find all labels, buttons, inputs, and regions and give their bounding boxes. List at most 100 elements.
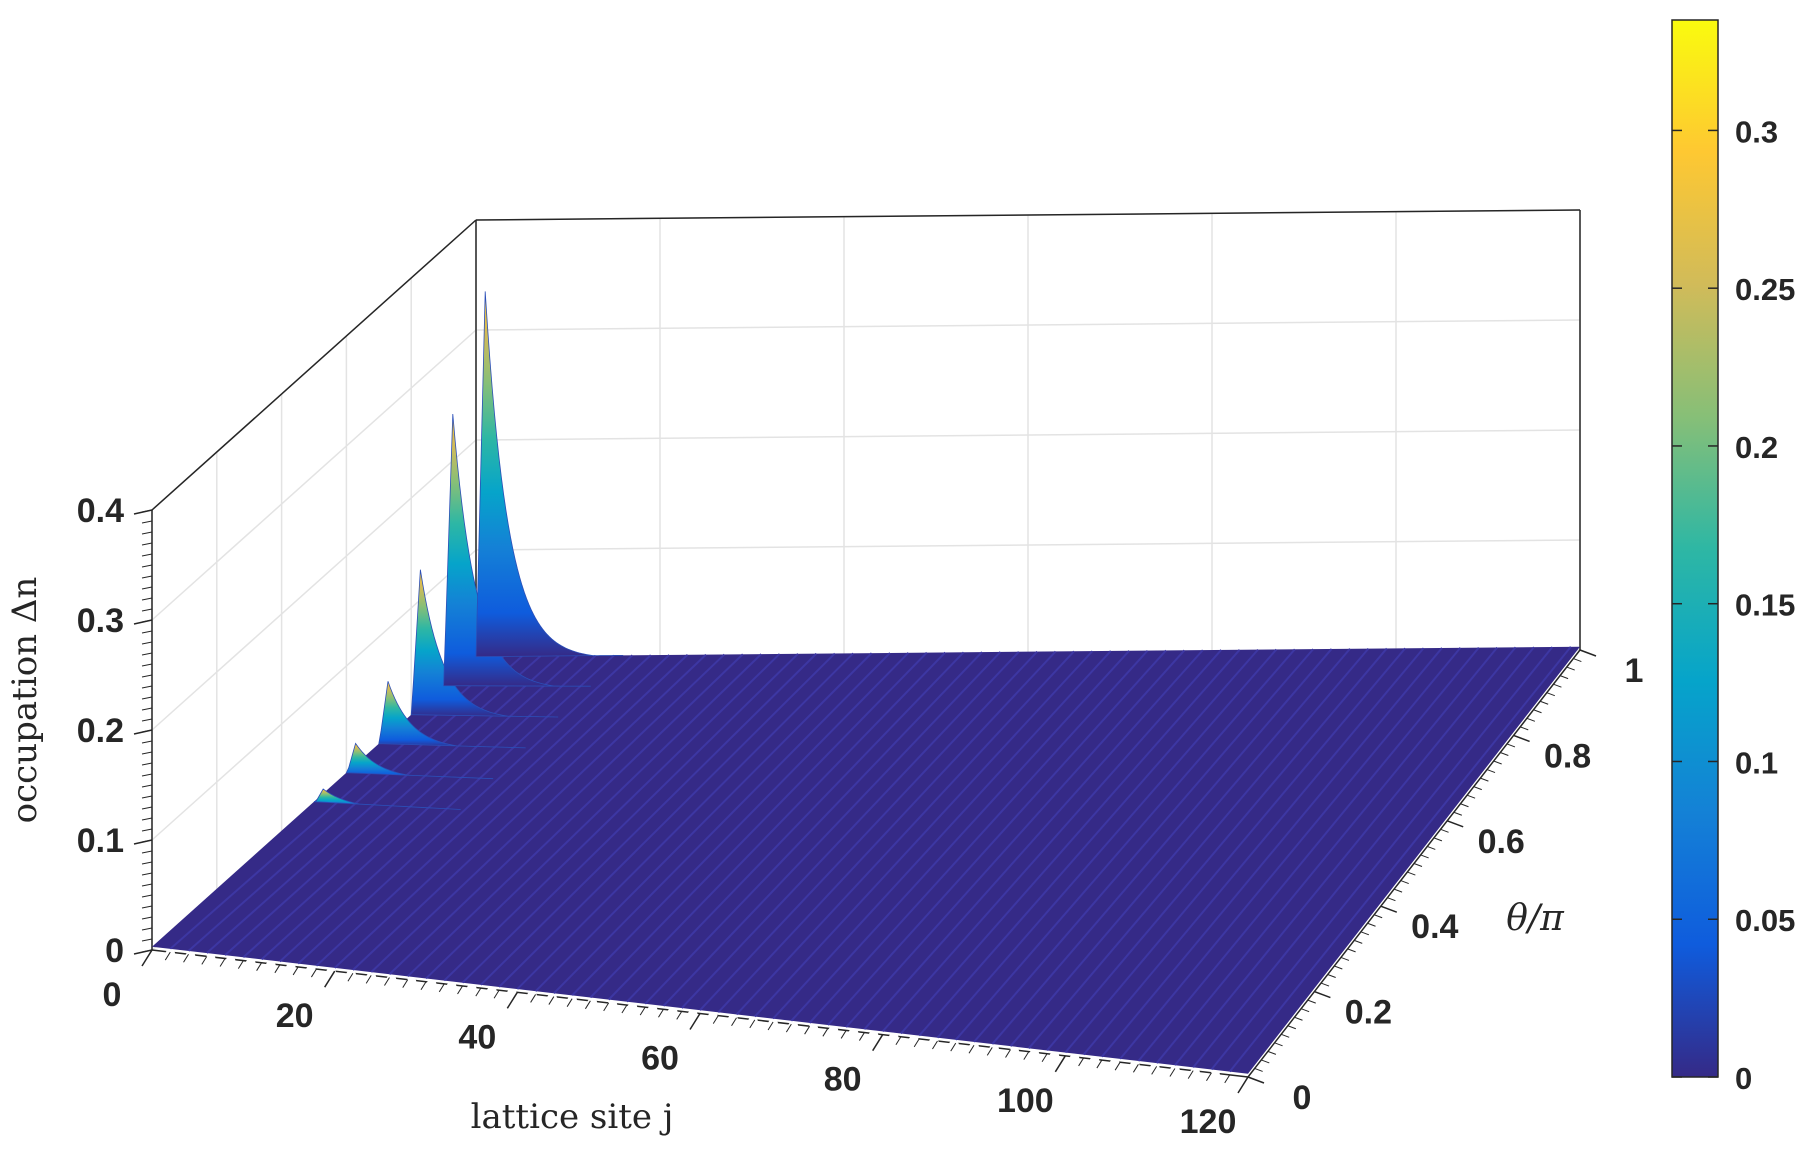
y-minor-tick	[1493, 760, 1502, 765]
surface-edge-scallop	[346, 970, 357, 981]
surface-band	[1028, 647, 1370, 1049]
z-minor-tick	[141, 641, 153, 645]
x-minor-tick	[1151, 1066, 1158, 1075]
surface-band	[644, 651, 983, 1005]
tick-marks	[133, 509, 1597, 1094]
surface-band	[991, 648, 1333, 1045]
tick-labels: 0 20 40 60 80 100 120 0 0.2 0.4 0.6 0.8 1 0 0.1 0.2 0.3 0…	[77, 492, 1644, 1141]
y-minor-tick	[1573, 658, 1582, 663]
z-minor-tick	[141, 817, 153, 821]
z-minor-tick	[141, 608, 153, 612]
surface-band	[1082, 647, 1425, 1056]
x-minor-tick	[183, 953, 189, 963]
surface-edge-scallop	[245, 958, 256, 969]
surface-ridge	[345, 742, 494, 780]
surface-edge-scallop	[928, 1037, 939, 1048]
colorbar-gradient	[1671, 19, 1719, 1078]
x-minor-tick	[1132, 1064, 1139, 1073]
y-tick-label: 0.4	[1411, 908, 1458, 946]
y-minor-tick	[1533, 709, 1542, 714]
surface-band	[498, 652, 836, 988]
x-minor-tick	[731, 1017, 737, 1026]
surface-edge-scallop	[426, 979, 437, 990]
surface-edge-scallop	[607, 1000, 618, 1011]
surface-band	[607, 651, 946, 1001]
x-minor-tick	[274, 964, 281, 974]
surface-edge-scallop	[1210, 1070, 1221, 1081]
surface-edge-scallop	[647, 1004, 658, 1015]
x-minor-tick	[201, 956, 208, 965]
x-tick	[324, 970, 336, 988]
surface-band	[881, 649, 1222, 1033]
x-minor-tick	[237, 960, 244, 969]
y-minor-tick	[1520, 726, 1529, 731]
colorbar-tick-label: 0.3	[1735, 114, 1778, 149]
y-tick-label: 1	[1625, 652, 1644, 690]
x-minor-tick	[219, 958, 226, 967]
surface-band	[1137, 646, 1480, 1062]
x-tick-label: 100	[997, 1082, 1054, 1120]
surface-edge-scallop	[326, 967, 337, 978]
x-minor-tick	[1005, 1049, 1011, 1058]
colorbar-tick-label: 0.1	[1735, 745, 1778, 780]
colorbar-tick-label: 0	[1735, 1061, 1752, 1096]
back-wall-gridline	[475, 429, 1581, 441]
z-minor-tick	[141, 751, 153, 755]
surface-edge-scallop	[406, 977, 417, 988]
y-minor-tick	[1420, 854, 1429, 859]
surface-edge-scallop	[547, 993, 558, 1004]
x-minor-tick	[785, 1023, 792, 1033]
y-minor-tick	[1433, 837, 1443, 842]
z-minor-tick	[141, 575, 153, 579]
z-tick	[133, 619, 153, 625]
surface-edge-scallop	[526, 991, 537, 1002]
surface-band	[900, 649, 1241, 1035]
x-minor-tick	[256, 962, 263, 971]
y-minor-tick	[1267, 1050, 1277, 1055]
y-minor-tick	[1500, 752, 1509, 756]
back-wall-gridline	[475, 539, 1581, 551]
surface-edge-scallop	[707, 1011, 718, 1022]
surface-band	[480, 652, 818, 986]
x-minor-tick	[712, 1015, 719, 1024]
surface-edge-scallop	[627, 1002, 638, 1013]
surface-band	[589, 651, 928, 999]
surface-band	[1155, 646, 1498, 1064]
y-minor-tick	[1553, 683, 1562, 688]
surface-band	[1046, 647, 1388, 1052]
z-minor-tick	[141, 685, 153, 689]
y-minor-tick	[1460, 803, 1469, 808]
z-tick-label: 0.1	[77, 822, 124, 860]
z-minor-tick	[141, 762, 153, 766]
x-minor-tick	[913, 1038, 920, 1048]
x-minor-tick	[986, 1047, 993, 1056]
z-minor-tick	[141, 520, 153, 524]
x-minor-tick	[1206, 1072, 1212, 1082]
z-minor-tick	[141, 542, 153, 546]
surface-band	[425, 653, 762, 980]
surface-edge-scallop	[687, 1009, 698, 1020]
surface-band	[315, 654, 652, 967]
surface-band	[516, 652, 854, 990]
y-minor-tick	[1281, 1033, 1290, 1038]
x-minor-tick	[402, 979, 409, 988]
y-minor-tick	[1427, 845, 1436, 850]
x-minor-tick	[1114, 1061, 1121, 1071]
y-tick-label: 0.6	[1478, 823, 1525, 861]
surface-edge-scallop	[587, 998, 598, 1009]
y-minor-tick	[1340, 956, 1350, 961]
y-tick	[1314, 990, 1331, 999]
x-minor-tick	[1169, 1068, 1176, 1077]
colorbar: 0 0.05 0.1 0.15 0.2 0.25 0.3	[1671, 19, 1795, 1096]
frame-edge	[475, 209, 1581, 221]
x-minor-tick	[822, 1028, 829, 1037]
y-minor-tick	[1453, 811, 1463, 816]
z-axis-title: occupation Δn	[5, 577, 45, 824]
surface-band	[936, 648, 1278, 1039]
surface-edge-scallop	[1009, 1046, 1020, 1057]
z-minor-tick	[141, 652, 153, 656]
x-minor-tick	[566, 998, 573, 1007]
surface-edge-scallop	[908, 1035, 919, 1046]
back-wall-gridline	[475, 319, 1581, 331]
z-minor-tick	[141, 531, 153, 535]
